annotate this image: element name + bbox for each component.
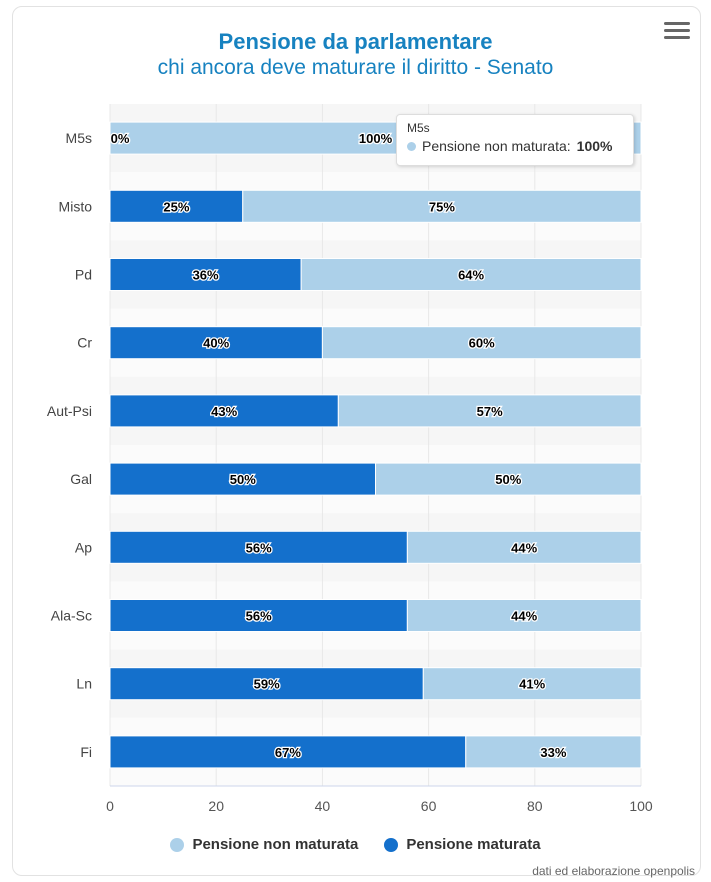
data-label-maturata: 59% <box>254 677 280 692</box>
bar-maturata <box>109 599 408 632</box>
chart-title: Pensione da parlamentare <box>218 29 493 54</box>
data-label-maturata: 36% <box>193 268 219 283</box>
data-label-non-maturata: 41% <box>519 677 545 692</box>
bar-maturata <box>109 667 424 701</box>
tooltip-category: M5s <box>407 121 430 135</box>
data-label-maturata: 56% <box>246 609 272 624</box>
bar-maturata <box>109 735 467 769</box>
bar-non-maturata <box>337 394 642 428</box>
category-label: Misto <box>59 198 93 214</box>
data-label-non-maturata: 64% <box>458 268 484 283</box>
legend-label-maturata: Pensione maturata <box>406 836 541 853</box>
category-label: Ln <box>76 676 92 692</box>
legend: Pensione non maturata Pensione maturata <box>0 836 711 853</box>
data-label-maturata: 0% <box>111 131 130 146</box>
data-label-maturata: 67% <box>275 745 301 760</box>
data-label-non-maturata: 44% <box>511 609 537 624</box>
bar-non-maturata <box>465 735 642 769</box>
tooltip-series-dot <box>407 141 416 151</box>
x-tick-label: 100 <box>629 798 653 814</box>
data-label-maturata: 56% <box>246 540 272 555</box>
bar-non-maturata <box>321 326 642 360</box>
x-tick-label: 0 <box>106 798 114 814</box>
tooltip: M5s Pensione non maturata: 100% <box>396 114 634 166</box>
bar-non-maturata <box>422 667 642 701</box>
tooltip-series-label: Pensione non maturata: <box>422 138 571 154</box>
category-label: Ala-Sc <box>51 608 92 624</box>
data-label-non-maturata: 100% <box>359 131 393 146</box>
x-tick-label: 80 <box>527 798 543 814</box>
bar-non-maturata <box>300 258 642 291</box>
bar-maturata <box>109 258 302 291</box>
bar-non-maturata <box>406 599 642 632</box>
bar-maturata <box>109 326 323 360</box>
bar-non-maturata <box>242 189 642 223</box>
bar-non-maturata <box>406 530 642 564</box>
legend-label-non-maturata: Pensione non maturata <box>192 836 359 853</box>
category-label: Pd <box>75 267 92 283</box>
data-label-maturata: 50% <box>230 472 256 487</box>
x-tick-label: 60 <box>421 798 437 814</box>
data-label-non-maturata: 33% <box>540 745 566 760</box>
data-label-non-maturata: 44% <box>511 540 537 555</box>
x-tick-label: 40 <box>315 798 331 814</box>
x-tick-label: 20 <box>208 798 224 814</box>
legend-item-maturata[interactable]: Pensione maturata <box>384 836 541 853</box>
menu-icon[interactable] <box>664 22 690 44</box>
tooltip-value: 100% <box>576 138 613 154</box>
data-label-maturata: 43% <box>211 404 237 419</box>
data-label-maturata: 25% <box>163 199 189 214</box>
bar-non-maturata <box>375 462 642 496</box>
data-label-non-maturata: 50% <box>495 472 521 487</box>
category-label: Gal <box>70 471 92 487</box>
category-label: M5s <box>66 130 92 146</box>
category-label: Fi <box>80 744 92 760</box>
credit-text: dati ed elaborazione openpolis <box>532 864 695 878</box>
category-label: Cr <box>77 335 92 351</box>
data-label-non-maturata: 60% <box>469 336 495 351</box>
chart-subtitle: chi ancora deve maturare il diritto - Se… <box>157 56 554 79</box>
data-label-non-maturata: 57% <box>477 404 503 419</box>
category-label: Ap <box>75 539 92 555</box>
bar-maturata <box>109 530 408 564</box>
data-label-non-maturata: 75% <box>429 199 455 214</box>
legend-dot-non-maturata <box>170 837 185 852</box>
category-label: Aut-Psi <box>47 403 92 419</box>
legend-item-non-maturata[interactable]: Pensione non maturata <box>170 836 358 853</box>
legend-dot-maturata <box>384 837 399 852</box>
data-label-maturata: 40% <box>203 336 229 351</box>
